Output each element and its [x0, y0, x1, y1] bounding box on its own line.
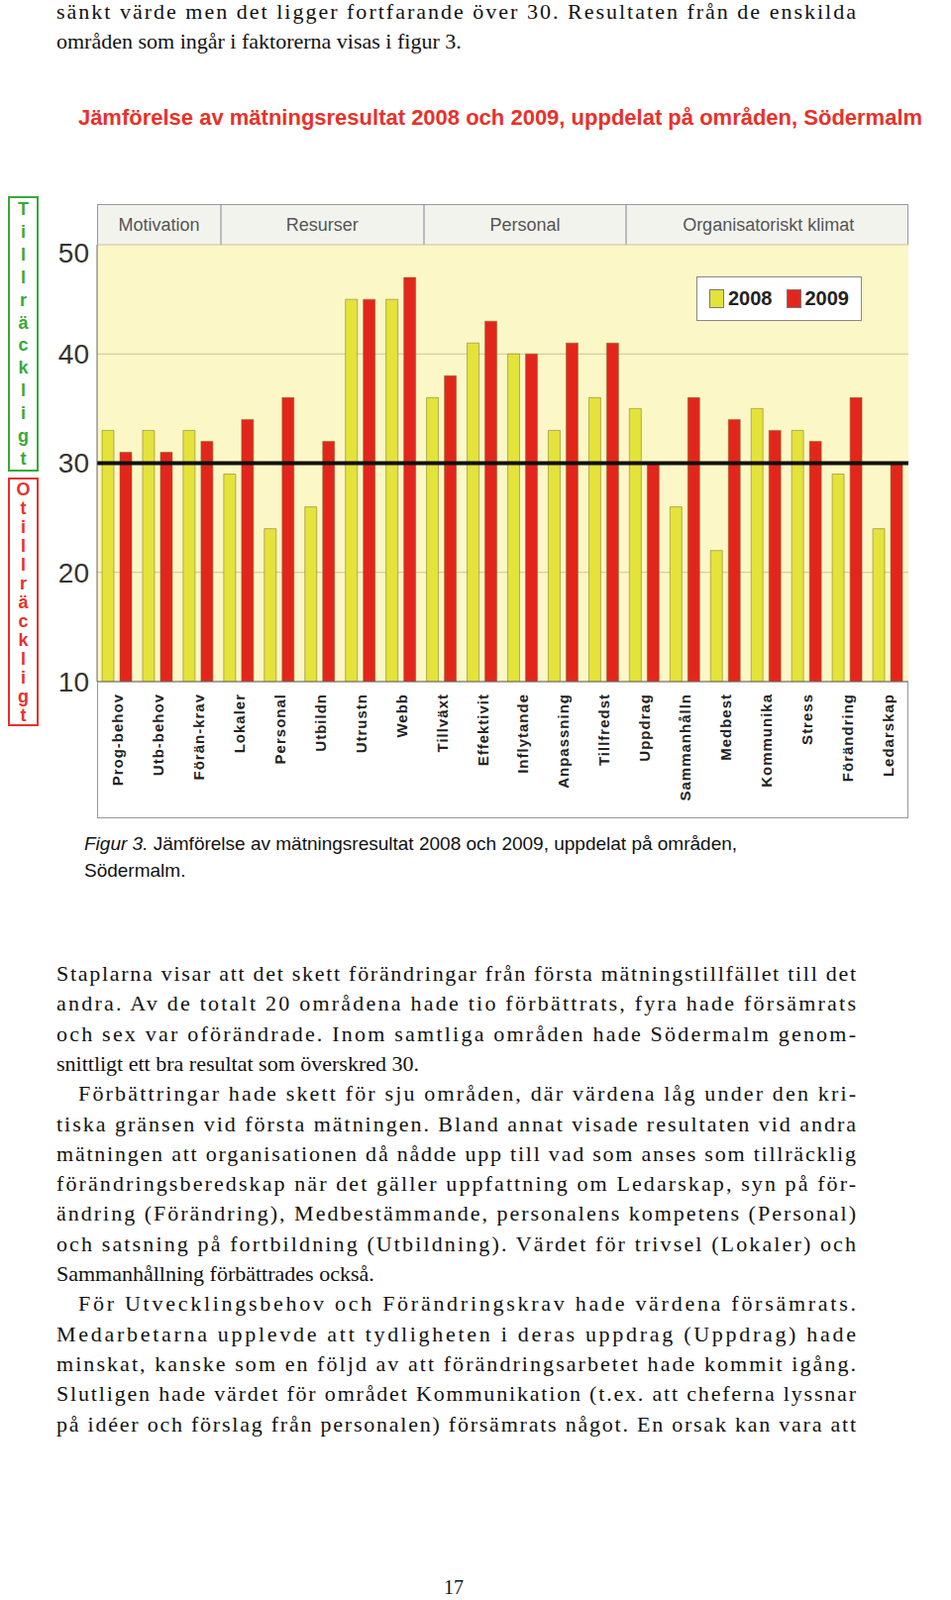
svg-text:Utbildn: Utbildn	[312, 693, 329, 752]
html-text:l: l	[20, 267, 26, 288]
svg-text:Figur 3. Jämförelse av mätning: Figur 3. Jämförelse av mätningsresultat …	[84, 833, 738, 854]
html-text:l: l	[20, 380, 26, 401]
html-text:i: i	[20, 516, 26, 537]
svg-text:Ledarskap: Ledarskap	[879, 693, 897, 777]
html-text:Resurser: Resurser	[285, 214, 359, 235]
html-text:ä: ä	[18, 591, 29, 612]
html-text:T: T	[17, 199, 29, 220]
svg-text:Sammanhållning förbättrades oc: Sammanhållning förbättrades också.	[56, 1261, 375, 1286]
svg-text:snittligt ett bra resultat som: snittligt ett bra resultat som överskred…	[56, 1051, 420, 1076]
svg-text:20: 20	[58, 557, 90, 589]
svg-text:Webb: Webb	[393, 693, 411, 739]
svg-text:Förbättringar hade skett för s: Förbättringar hade skett för sju områden…	[78, 1080, 856, 1106]
html-text:l: l	[20, 535, 26, 556]
svg-text:Lokaler: Lokaler	[230, 693, 248, 753]
html-text:i: i	[20, 667, 26, 687]
svg-text:Staplarna visar att det skett: Staplarna visar att det skett förändring…	[56, 960, 856, 986]
html-text:Jämförelse av mätningsresultat: Jämförelse av mätningsresultat 2008 och …	[78, 105, 923, 130]
svg-text:ändring (Förändring), Medbestä: ändring (Förändring), Medbestämmande, pe…	[56, 1200, 856, 1226]
html-text:O: O	[16, 478, 31, 499]
html-text:Organisatoriskt klimat: Organisatoriskt klimat	[682, 214, 855, 235]
svg-text:Medarbetarna upplevde att tydl: Medarbetarna upplevde att tydligheten i …	[56, 1321, 856, 1347]
svg-text:10: 10	[58, 666, 90, 698]
svg-text:minskat, kanske som en följd a: minskat, kanske som en följd av att förä…	[56, 1351, 856, 1376]
svg-text:Utrustn: Utrustn	[352, 693, 370, 753]
svg-text:mätningen att organisationen d: mätningen att organisationen då nådde up…	[56, 1141, 856, 1166]
html-text:ä: ä	[18, 312, 29, 333]
html-text:2009: 2009	[804, 287, 849, 310]
svg-text:tiska gränsen vid första mätni: tiska gränsen vid första mätningen. Blan…	[56, 1111, 856, 1137]
html-text:t: t	[20, 497, 27, 518]
html-text:k: k	[18, 629, 29, 650]
svg-text:och satsning på fortbildning (: och satsning på fortbildning (Utbildning…	[56, 1231, 856, 1257]
svg-text:andra. Av de totalt 20 områden: andra. Av de totalt 20 områdena hade tio…	[56, 990, 856, 1016]
svg-text:Uppdrag: Uppdrag	[635, 693, 653, 762]
svg-text:sänkt värde men det ligger for: sänkt värde men det ligger fortfarande ö…	[56, 0, 856, 24]
svg-text:områden som ingår i faktorerna: områden som ingår i faktorerna visas i f…	[56, 28, 462, 54]
html-text:l: l	[20, 244, 26, 265]
html-text:r: r	[19, 289, 27, 310]
svg-text:Medbest: Medbest	[717, 693, 735, 761]
svg-text:Förändring: Förändring	[839, 693, 856, 782]
svg-text:Kommunika: Kommunika	[757, 693, 775, 788]
svg-text:50: 50	[58, 237, 90, 269]
svg-text:40: 40	[58, 338, 90, 370]
html-text:c: c	[18, 610, 29, 631]
svg-text:Södermalm.: Södermalm.	[84, 859, 186, 881]
svg-text:Effektivit: Effektivit	[474, 693, 492, 766]
svg-text:Prog-behov: Prog-behov	[108, 693, 126, 786]
svg-text:Personal: Personal	[271, 693, 289, 764]
svg-text:17: 17	[443, 1576, 464, 1598]
html-text:2008: 2008	[728, 287, 773, 310]
svg-text:Slutligen hade värdet för områ: Slutligen hade värdet för området Kommun…	[56, 1380, 857, 1406]
html-text:t: t	[20, 704, 27, 725]
html-text:Motivation: Motivation	[118, 214, 200, 235]
svg-text:30: 30	[58, 447, 90, 479]
svg-text:Anpassning: Anpassning	[554, 693, 572, 789]
html-text:Personal: Personal	[489, 214, 561, 235]
svg-text:Sammanhålln: Sammanhålln	[676, 693, 694, 802]
html-text:i: i	[20, 403, 26, 423]
svg-text:Förän-krav: Förän-krav	[190, 693, 208, 781]
svg-text:Inflytande: Inflytande	[514, 693, 531, 774]
svg-text:Tillfredst: Tillfredst	[595, 693, 613, 766]
html-text:t: t	[20, 448, 27, 469]
html-text:i: i	[20, 222, 26, 242]
svg-text:Utb-behov: Utb-behov	[149, 693, 167, 776]
html-text:g: g	[17, 425, 29, 446]
svg-text:Tillväxt: Tillväxt	[433, 693, 451, 752]
html-text:l: l	[20, 648, 26, 669]
svg-text:Stress: Stress	[798, 693, 816, 745]
html-text:c: c	[18, 335, 29, 356]
html-text:r: r	[19, 573, 27, 593]
html-text:l: l	[20, 554, 26, 575]
svg-text:på idéer och förslag från pers: på idéer och förslag från personalen) fö…	[56, 1411, 856, 1437]
html-text:k: k	[18, 357, 29, 378]
svg-text:och sex var oförändrade. Inom: och sex var oförändrade. Inom samtliga o…	[56, 1021, 856, 1047]
html-text:g: g	[17, 686, 29, 706]
svg-text:förändringsberedskap när det g: förändringsberedskap när det gäller uppf…	[56, 1170, 856, 1196]
svg-text:För Utvecklingsbehov och Förän: För Utvecklingsbehov och Förändringskrav…	[78, 1290, 856, 1316]
